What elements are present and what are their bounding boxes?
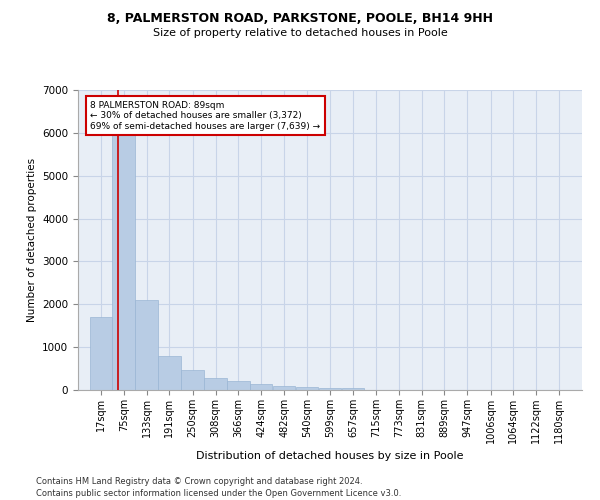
Text: Contains HM Land Registry data © Crown copyright and database right 2024.: Contains HM Land Registry data © Crown c… (36, 478, 362, 486)
Bar (227, 382, 250, 390)
Bar (136, 300, 158, 390)
Bar (319, 388, 341, 390)
Bar (296, 387, 318, 390)
Text: 8, PALMERSTON ROAD, PARKSTONE, POOLE, BH14 9HH: 8, PALMERSTON ROAD, PARKSTONE, POOLE, BH… (107, 12, 493, 26)
Bar (112, 135, 135, 390)
Bar (158, 356, 181, 390)
Text: Size of property relative to detached houses in Poole: Size of property relative to detached ho… (152, 28, 448, 38)
Text: 8 PALMERSTON ROAD: 89sqm
← 30% of detached houses are smaller (3,372)
69% of sem: 8 PALMERSTON ROAD: 89sqm ← 30% of detach… (90, 100, 320, 130)
Bar (273, 386, 295, 390)
X-axis label: Distribution of detached houses by size in Poole: Distribution of detached houses by size … (196, 452, 464, 462)
Y-axis label: Number of detached properties: Number of detached properties (26, 158, 37, 322)
Text: Contains public sector information licensed under the Open Government Licence v3: Contains public sector information licen… (36, 489, 401, 498)
Bar (204, 378, 227, 390)
Bar (181, 370, 204, 390)
Bar (89, 317, 112, 390)
Bar (250, 384, 272, 390)
Bar (342, 388, 364, 390)
